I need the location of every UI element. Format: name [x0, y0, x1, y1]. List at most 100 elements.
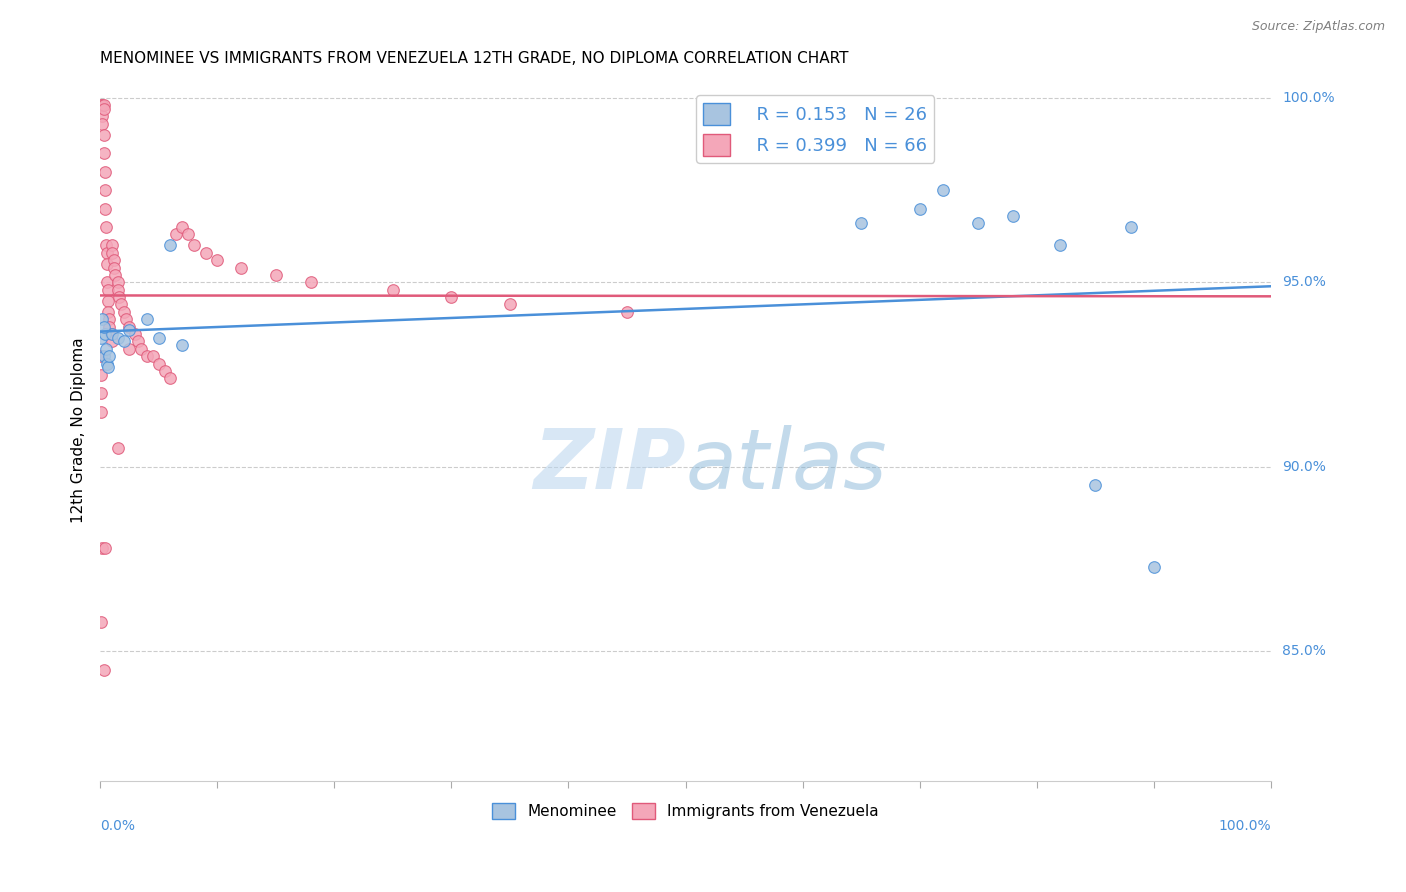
Text: 0.0%: 0.0%: [100, 819, 135, 833]
Point: [112, 305, 135, 319]
Point: [172, 219, 194, 234]
Text: 90.0%: 90.0%: [1282, 460, 1326, 474]
Point: [136, 349, 159, 363]
Point: [97, 305, 120, 319]
Point: [1049, 238, 1071, 252]
Point: [98, 312, 121, 326]
Point: [96, 257, 118, 271]
Point: [93, 128, 115, 142]
Point: [183, 238, 205, 252]
Text: ZIP: ZIP: [533, 425, 686, 506]
Text: 95.0%: 95.0%: [1282, 276, 1326, 289]
Point: [107, 283, 129, 297]
Text: atlas: atlas: [686, 425, 887, 506]
Point: [115, 312, 138, 326]
Text: 100.0%: 100.0%: [1219, 819, 1271, 833]
Point: [142, 349, 165, 363]
Point: [124, 326, 146, 341]
Point: [90, 98, 112, 112]
Point: [97, 283, 120, 297]
Point: [499, 297, 522, 311]
Point: [165, 227, 187, 242]
Point: [148, 331, 170, 345]
Point: [90, 349, 112, 363]
Point: [90, 368, 112, 382]
Point: [1002, 209, 1025, 223]
Text: Source: ZipAtlas.com: Source: ZipAtlas.com: [1251, 20, 1385, 33]
Point: [97, 360, 120, 375]
Point: [94, 219, 117, 234]
Point: [299, 276, 322, 290]
Point: [93, 98, 115, 112]
Point: [177, 227, 200, 242]
Point: [908, 202, 931, 216]
Point: [108, 290, 131, 304]
Point: [127, 334, 149, 349]
Point: [93, 146, 115, 161]
Point: [616, 305, 638, 319]
Point: [90, 404, 112, 418]
Point: [159, 238, 181, 252]
Point: [91, 541, 114, 555]
Point: [107, 276, 129, 290]
Point: [96, 245, 118, 260]
Point: [229, 260, 252, 275]
Point: [112, 334, 135, 349]
Point: [101, 238, 124, 252]
Point: [440, 290, 463, 304]
Point: [101, 326, 124, 341]
Point: [100, 326, 122, 341]
Point: [93, 319, 115, 334]
Point: [153, 364, 176, 378]
Point: [107, 442, 129, 456]
Text: 100.0%: 100.0%: [1282, 91, 1334, 104]
Point: [118, 319, 141, 334]
Point: [91, 98, 114, 112]
Point: [93, 349, 115, 363]
Point: [91, 117, 114, 131]
Point: [1143, 559, 1166, 574]
Point: [93, 663, 115, 677]
Point: [851, 216, 873, 230]
Point: [90, 615, 112, 629]
Point: [118, 342, 141, 356]
Point: [264, 268, 287, 282]
Point: [90, 386, 112, 401]
Point: [91, 312, 114, 326]
Point: [1084, 478, 1107, 492]
Text: MENOMINEE VS IMMIGRANTS FROM VENEZUELA 12TH GRADE, NO DIPLOMA CORRELATION CHART: MENOMINEE VS IMMIGRANTS FROM VENEZUELA 1…: [100, 51, 849, 66]
Point: [94, 342, 117, 356]
Legend: Menominee, Immigrants from Venezuela: Menominee, Immigrants from Venezuela: [486, 797, 884, 826]
Point: [104, 268, 127, 282]
Y-axis label: 12th Grade, No Diploma: 12th Grade, No Diploma: [72, 337, 86, 523]
Point: [94, 326, 117, 341]
Point: [159, 371, 181, 385]
Point: [1119, 219, 1142, 234]
Point: [94, 183, 117, 197]
Point: [94, 202, 117, 216]
Point: [110, 297, 132, 311]
Point: [118, 323, 141, 337]
Point: [101, 245, 124, 260]
Point: [94, 238, 117, 252]
Point: [103, 260, 125, 275]
Point: [101, 334, 124, 349]
Point: [194, 245, 217, 260]
Point: [93, 102, 115, 116]
Point: [103, 253, 125, 268]
Point: [98, 349, 121, 363]
Point: [97, 293, 120, 308]
Point: [148, 357, 170, 371]
Point: [107, 331, 129, 345]
Point: [932, 183, 955, 197]
Point: [129, 342, 152, 356]
Point: [96, 276, 118, 290]
Point: [136, 312, 159, 326]
Point: [96, 357, 118, 371]
Point: [91, 109, 114, 123]
Text: 85.0%: 85.0%: [1282, 644, 1326, 658]
Point: [205, 253, 228, 268]
Point: [98, 319, 121, 334]
Point: [967, 216, 990, 230]
Point: [172, 338, 194, 352]
